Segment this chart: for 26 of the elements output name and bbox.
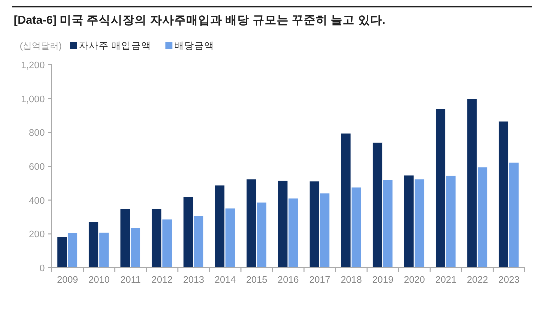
y-tick-label: 400 [29,196,45,207]
y-tick-label: 0 [40,264,45,274]
x-tick-label: 2012 [152,275,173,286]
y-axis-title: (십억달러) [20,41,62,51]
x-tick-label: 2021 [436,275,457,286]
y-tick-label: 600 [29,162,45,173]
legend-label: 자사주 매입금액 [79,41,152,52]
x-tick-label: 2018 [340,275,362,286]
x-tick-label: 2019 [372,275,394,286]
x-tick-label: 2011 [120,275,142,286]
x-tick-label: 2014 [214,275,236,286]
x-tick-label: 2015 [246,275,268,286]
y-tick-label: 1,200 [21,60,45,72]
y-tick-label: 800 [29,128,45,140]
legend-label: 배당금액 [174,41,215,52]
x-tick-label: 2020 [404,275,426,286]
x-tick-label: 2009 [57,275,78,286]
y-tick-label: 1,000 [21,94,45,106]
x-tick-label: 2016 [278,275,300,286]
x-tick-label: 2022 [467,275,488,286]
x-tick-label: 2023 [498,275,520,286]
x-tick-label: 2017 [309,275,331,286]
chart-title: [Data-6] 미국 주식시장의 자사주매입과 배당 규모는 꾸준히 늘고 있다. [14,14,386,27]
x-tick-label: 2010 [88,275,110,286]
y-tick-label: 200 [29,230,45,241]
x-tick-label: 2013 [183,275,204,286]
